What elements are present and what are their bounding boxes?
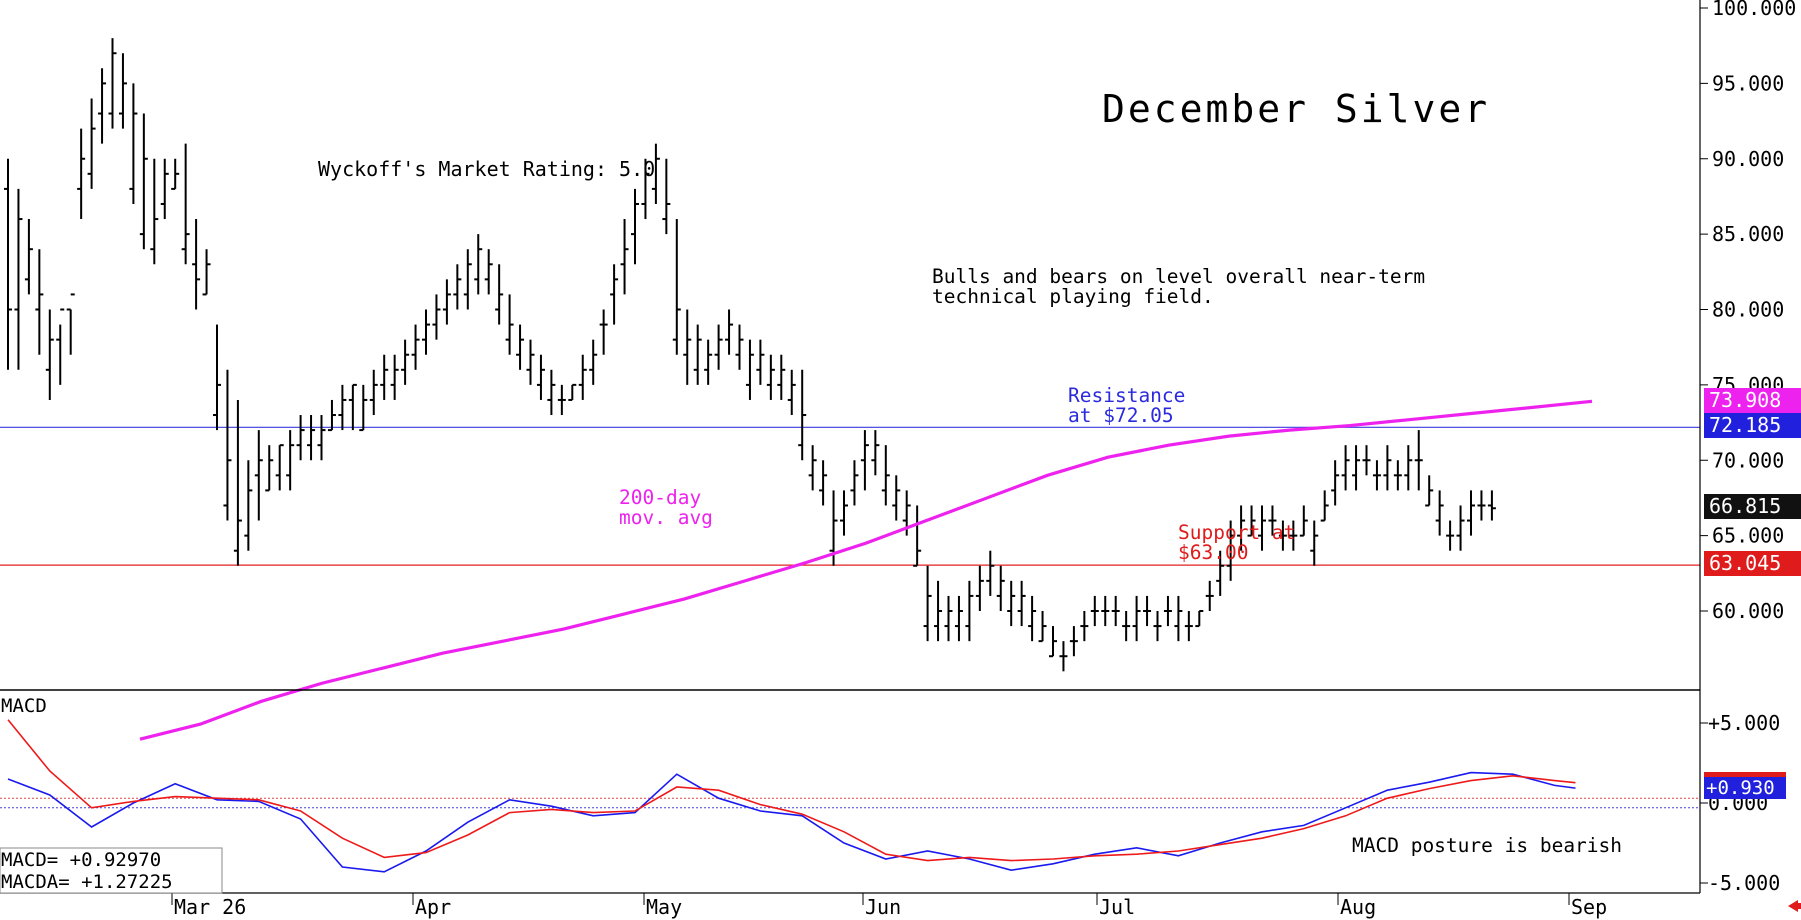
x-tick-label: May	[646, 895, 682, 919]
support-badge-bg	[1704, 551, 1801, 576]
last-price-badge-bg	[1704, 494, 1801, 519]
support-badge: 63.045	[1709, 551, 1781, 575]
price-tick-label: 70.000	[1712, 448, 1784, 472]
macd-readout: MACD= +0.92970	[1, 849, 161, 871]
signal-badge-bg	[1704, 772, 1786, 779]
price-tick-label: 90.000	[1712, 147, 1784, 171]
macd-badge: +0.930	[1706, 777, 1775, 799]
price-tick-label: 100.000	[1712, 0, 1796, 20]
macd-posture-text: MACD posture is bearish	[1352, 834, 1622, 857]
x-tick-label: Apr	[415, 895, 451, 919]
resistance-badge-bg	[1704, 413, 1801, 438]
price-tick-label: 85.000	[1712, 222, 1784, 246]
x-tick-label: Aug	[1340, 895, 1376, 919]
support-label-1: Support at	[1178, 521, 1295, 544]
ma200-badge: 73.908	[1709, 388, 1781, 412]
macd-signal-line	[7, 719, 1576, 862]
price-axis-ticks: 100.00095.00090.00085.00080.00075.00070.…	[1700, 0, 1796, 623]
x-axis-ticks: Mar 26 Apr May Jun Jul Aug Sep	[171, 893, 1607, 919]
scroll-arrow-icon[interactable]	[1788, 900, 1801, 912]
price-tick-label: 60.000	[1712, 599, 1784, 623]
ma-label-2: mov. avg	[619, 506, 713, 529]
ma200-line	[139, 399, 1593, 741]
x-tick-label: Sep	[1571, 895, 1607, 919]
x-tick-label: Mar 26	[174, 895, 246, 919]
price-bars	[4, 38, 1496, 672]
macd-panel-label: MACD	[1, 695, 47, 717]
ma-label-1: 200-day	[619, 486, 701, 509]
price-tick-label: 95.000	[1712, 71, 1784, 95]
support-label-2: $63.00	[1178, 541, 1248, 564]
macd-tick-label: -5.000	[1708, 871, 1780, 895]
resistance-label-2: at $72.05	[1068, 404, 1174, 427]
price-tick-label: 80.000	[1712, 298, 1784, 322]
chart-title: December Silver	[1102, 87, 1490, 131]
rating-text: Wyckoff's Market Rating: 5.0	[318, 157, 655, 181]
resistance-label-1: Resistance	[1068, 384, 1185, 407]
x-tick-label: Jun	[865, 895, 901, 919]
x-tick-label: Jul	[1099, 895, 1135, 919]
macd-readout-box	[0, 847, 223, 894]
ma200-badge-bg	[1704, 388, 1801, 413]
commentary-line-2: technical playing field.	[932, 285, 1214, 308]
macd-line	[7, 771, 1576, 873]
price-tick-label: 65.000	[1712, 524, 1784, 548]
last-price-badge: 66.815	[1709, 494, 1781, 518]
macd-badge-bg	[1704, 777, 1786, 799]
reference-lines	[0, 426, 1700, 809]
resistance-badge: 72.185	[1709, 413, 1781, 437]
commentary-line-1: Bulls and bears on level overall near-te…	[932, 265, 1425, 288]
macda-readout: MACDA= +1.27225	[1, 871, 173, 893]
macd-tick-label: +5.000	[1708, 711, 1780, 735]
